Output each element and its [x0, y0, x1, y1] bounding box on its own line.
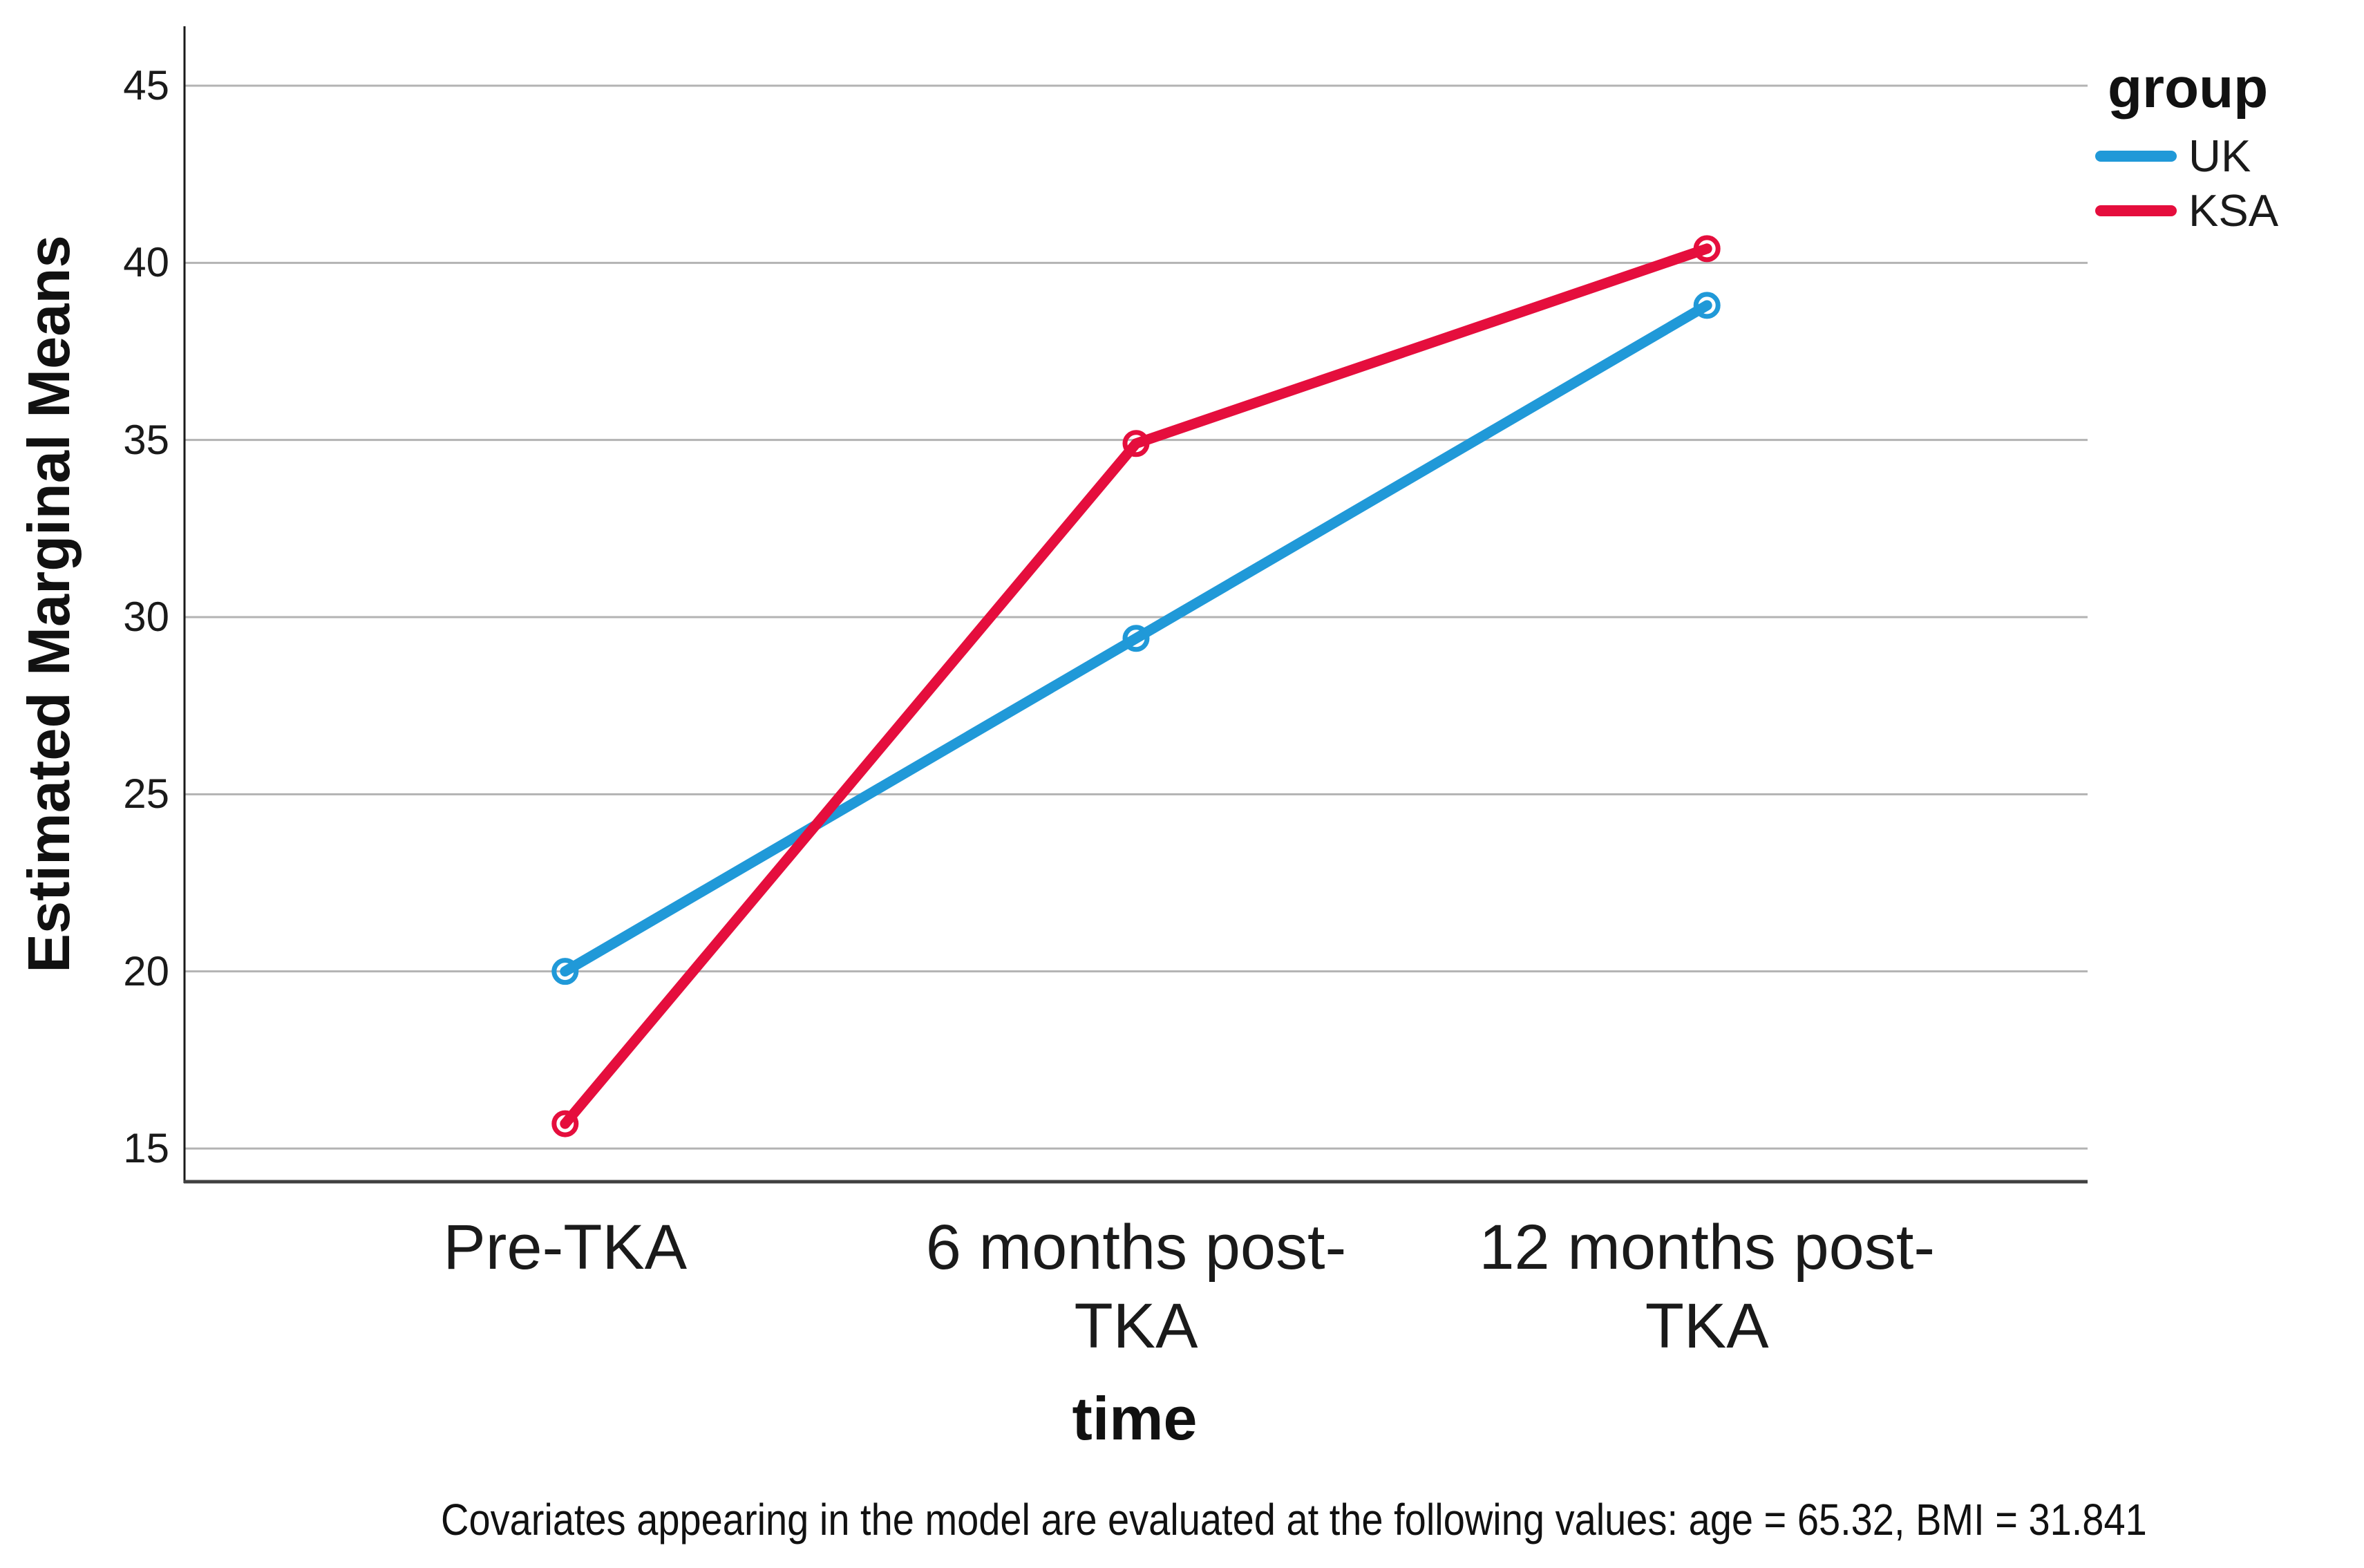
legend-swatch-ksa	[2095, 205, 2177, 216]
data-point-KSA-1	[1122, 430, 1150, 457]
data-point-UK-2	[1693, 292, 1721, 319]
y-tick-label-35: 35	[123, 416, 169, 463]
data-point-UK-1	[1122, 625, 1150, 652]
legend-title: group	[2108, 57, 2269, 120]
x-tick-label-0: Pre-TKA	[443, 1212, 688, 1283]
x-tick-label-2: 12 months post- TKA	[1479, 1212, 1936, 1361]
x-axis-title: time	[1072, 1384, 1198, 1453]
x-tick-label-1: 6 months post- TKA	[925, 1212, 1347, 1361]
legend-label-ksa: KSA	[2188, 185, 2279, 236]
y-tick-label-40: 40	[123, 239, 169, 286]
series-line-KSA	[560, 243, 1712, 1129]
data-point-UK-0	[551, 958, 579, 985]
data-point-KSA-2	[1693, 235, 1721, 263]
legend-swatch-uk	[2095, 151, 2177, 162]
data-point-KSA-0	[551, 1110, 579, 1137]
y-tick-label-15: 15	[123, 1125, 169, 1171]
y-tick-label-25: 25	[123, 771, 169, 818]
series-line-UK	[560, 300, 1712, 977]
covariates-footnote: Covariates appearing in the model are ev…	[441, 1495, 2147, 1545]
y-tick-label-20: 20	[123, 947, 169, 994]
legend-label-uk: UK	[2188, 131, 2251, 181]
y-tick-label-45: 45	[123, 62, 169, 108]
y-tick-label-30: 30	[123, 594, 169, 640]
